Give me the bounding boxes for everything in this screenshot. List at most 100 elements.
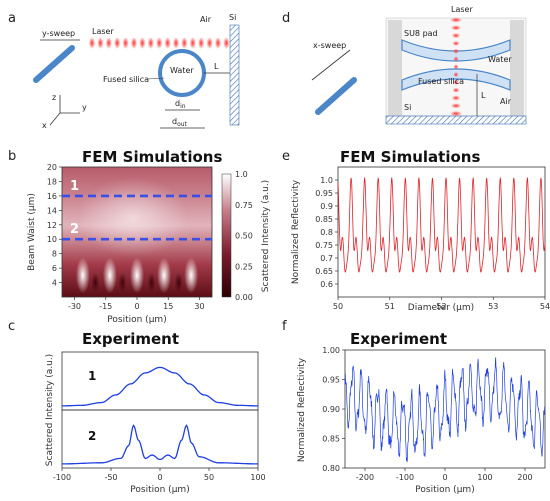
reflectivity-curve-e <box>337 176 546 273</box>
laser-spot <box>453 72 459 78</box>
water-label-a: Water <box>170 66 194 75</box>
axes-e: 50 51 52 53 54 0.6 0.65 0.7 0.75 0.8 0.85 0.9 0.95 1.… <box>315 176 550 311</box>
air-label-a: Air <box>200 15 212 24</box>
x-tick-label-c: 50 <box>204 473 214 482</box>
y-tick-label-e: 0.85 <box>315 215 333 224</box>
fiber-d <box>315 77 357 115</box>
laser-spot <box>172 37 180 49</box>
y-tick-label-e: 0.7 <box>320 254 333 263</box>
y-tick-label-f: 0.95 <box>322 376 340 385</box>
reflectivity-curve-f <box>344 357 546 463</box>
intensity-trough <box>91 272 100 293</box>
y-tick-label-e: 0.9 <box>320 202 333 211</box>
colorbar-tick-label: 0.00 <box>235 293 253 302</box>
intensity-lobe <box>130 257 144 294</box>
x-tick-label-e: 54 <box>540 302 550 311</box>
laser-spot <box>130 37 138 49</box>
y-axis-label-c: Scattered Intensity (a.u.) <box>45 354 55 466</box>
sweep-label-d: x-sweep <box>313 41 346 50</box>
fiber-a <box>33 45 75 83</box>
y-tick-label-b: 16 <box>47 192 57 201</box>
x-tick-label-c: -100 <box>53 473 71 482</box>
chart-title-b: FEM Simulations <box>82 148 222 166</box>
laser-spot <box>189 37 196 49</box>
laser-spot <box>105 37 113 49</box>
y-tick-label-f: 1.00 <box>322 346 340 355</box>
colorbar-tick-label: 1.0 <box>235 170 248 179</box>
x-axis-label-b: Position (μm) <box>107 315 166 325</box>
su8-label: SU8 pad <box>404 29 438 38</box>
cut-label-2: 2 <box>70 222 79 237</box>
y-axis-label-e: Normalized Reflectivity <box>291 179 301 284</box>
y-tick-label-e: 1.0 <box>320 176 333 185</box>
x-tick-label-b: 0 <box>134 302 139 311</box>
x-axis-label-f: Position (μm) <box>415 485 474 495</box>
y-tick-label-b: 20 <box>47 163 57 172</box>
x-tick-label-b: -30 <box>68 302 81 311</box>
intensity-trough <box>174 272 183 293</box>
axis-x-arrow <box>49 112 61 126</box>
x-tick-label-b: -15 <box>99 302 112 311</box>
chart-title-f: Experiment <box>350 330 447 348</box>
intensity-trough <box>147 272 156 293</box>
sweep-arrow-d <box>311 49 351 81</box>
colorbar-ticks: 0.00 0.25 0.50 0.75 1.0 <box>235 170 253 302</box>
x-tick-label-f: -100 <box>396 473 414 482</box>
chart-title-c: Experiment <box>82 330 179 348</box>
plot-frame-e <box>337 166 546 298</box>
laser-spot <box>88 37 96 49</box>
laser-spot <box>206 37 213 49</box>
laser-spot <box>452 40 460 47</box>
intensity-trough <box>118 272 127 293</box>
x-tick-label-b: 15 <box>163 302 173 311</box>
axis-y-label: y <box>82 103 87 112</box>
x-tick-label-f: -200 <box>356 473 374 482</box>
si-label-a: Si <box>229 13 236 22</box>
laser-spot <box>181 37 188 49</box>
axis-x-label: x <box>42 121 47 130</box>
axes-c: -100 -50 0 50 100 <box>53 468 266 482</box>
y-tick-label-b: 8 <box>52 250 57 259</box>
y-tick-label-e: 0.75 <box>315 241 333 250</box>
laser-spot <box>451 33 461 39</box>
intensity-lobe <box>184 257 199 294</box>
heatmap-b <box>62 167 212 297</box>
laser-spot <box>97 37 104 49</box>
y-tick-label-b: 18 <box>47 177 57 186</box>
laser-spot <box>450 103 462 109</box>
laser-beam-d <box>450 17 462 117</box>
x-tick-label-e: 52 <box>436 302 446 311</box>
x-tick-label-c: 0 <box>157 473 162 482</box>
laser-spot <box>223 37 230 49</box>
laser-spot <box>453 79 459 85</box>
panel-label-c: c <box>8 319 15 334</box>
laser-spot <box>164 37 171 49</box>
su8-pad-right <box>510 20 524 116</box>
si-label-d: Si <box>404 103 411 112</box>
laser-label-d: Laser <box>451 5 473 14</box>
laser-spot <box>450 111 462 117</box>
panel-label-b: b <box>8 149 16 164</box>
si-substrate-d <box>385 115 527 125</box>
x-tick-label-e: 51 <box>385 302 395 311</box>
colorbar-tick-label: 0.75 <box>235 201 253 210</box>
laser-spot <box>452 87 460 93</box>
water-label-d: Water <box>488 55 512 64</box>
panel-label-a: a <box>8 11 16 26</box>
panel-label-f: f <box>282 319 287 334</box>
laser-spot <box>451 95 461 101</box>
axis-z-label: z <box>52 93 56 102</box>
x-tick-label-f: 100 <box>477 473 492 482</box>
y-tick-label-f: 0.85 <box>322 435 340 444</box>
trace-label-c2: 2 <box>88 429 96 443</box>
intensity-curve-c2 <box>62 424 258 465</box>
y-axis-label-f: Normalized Reflectivity <box>297 357 307 462</box>
schematic-a: y-sweep Laser Air Si Water Fused silica … <box>33 13 240 130</box>
y-tick-label-e: 0.65 <box>315 267 333 276</box>
x-axis-label-e: Diameter (μm) <box>408 303 474 313</box>
intensity-glow <box>77 177 188 258</box>
air-label-d: Air <box>500 97 512 106</box>
trace-label-c1: 1 <box>88 369 96 383</box>
y-tick-label-f: 0.80 <box>322 464 340 473</box>
